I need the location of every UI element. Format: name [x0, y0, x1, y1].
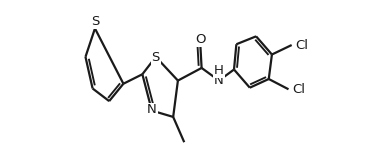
Text: S: S [152, 51, 160, 64]
Text: Cl: Cl [293, 83, 305, 96]
Text: H: H [214, 64, 224, 77]
Text: N: N [147, 103, 157, 116]
Text: N: N [214, 74, 224, 87]
Text: Cl: Cl [296, 39, 308, 52]
Text: O: O [195, 33, 205, 46]
Text: S: S [91, 15, 99, 28]
